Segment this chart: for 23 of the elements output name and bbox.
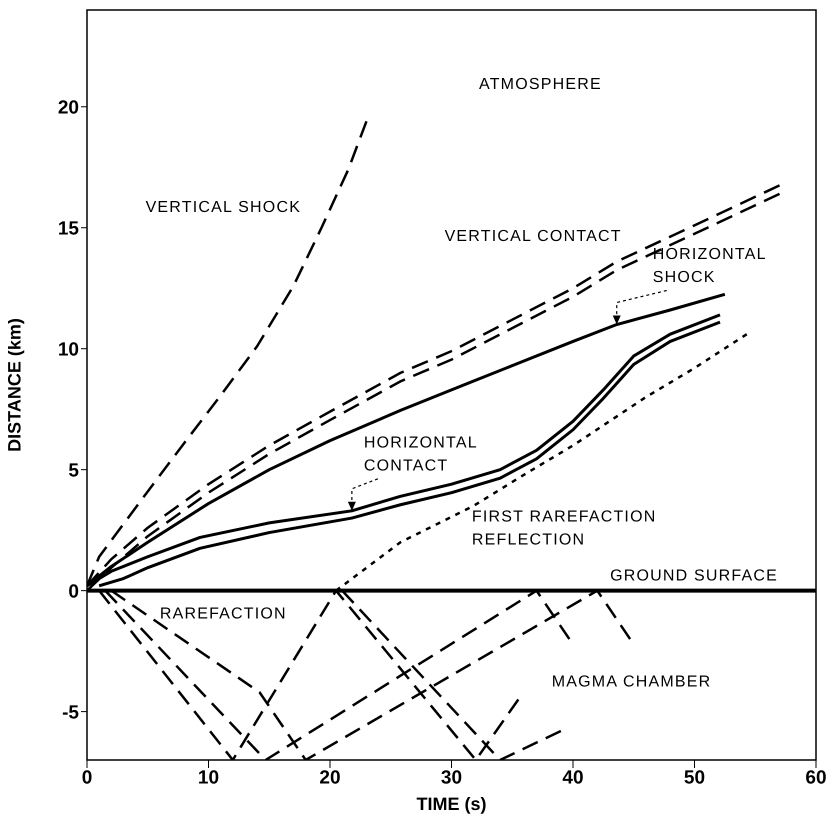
annotation: VERTICAL CONTACT xyxy=(444,228,622,245)
annotation: MAGMA CHAMBER xyxy=(552,674,712,690)
y-tick-label: 0 xyxy=(68,581,79,602)
annotation: HORIZONTAL SHOCK xyxy=(652,246,767,286)
y-tick-label: 5 xyxy=(68,460,80,482)
y-tick-label: 20 xyxy=(58,98,79,119)
x-tick-label: 10 xyxy=(198,767,220,788)
y-tick-label: 15 xyxy=(58,218,80,240)
annotation: VERTICAL SHOCK xyxy=(146,198,302,216)
annotation: RAREFACTION xyxy=(160,605,287,622)
y-tick-label: 10 xyxy=(58,339,79,360)
x-tick-label: 30 xyxy=(440,767,462,788)
x-tick-label: 0 xyxy=(82,767,92,788)
annotation: HORIZONTAL CONTACT xyxy=(364,434,478,474)
annotation: FIRST RAREFACTION REFLECTION xyxy=(472,508,656,548)
ref-line-label: GROUND SURFACE xyxy=(610,568,778,585)
x-tick-label: 60 xyxy=(805,767,827,788)
y-tick-label: -5 xyxy=(62,702,80,724)
x-axis-title: TIME (s) xyxy=(416,794,486,814)
x-tick-label: 50 xyxy=(684,767,706,788)
x-tick-label: 20 xyxy=(319,767,341,788)
x-tick-label: 40 xyxy=(562,767,584,788)
annotation: ATMOSPHERE xyxy=(479,76,602,93)
